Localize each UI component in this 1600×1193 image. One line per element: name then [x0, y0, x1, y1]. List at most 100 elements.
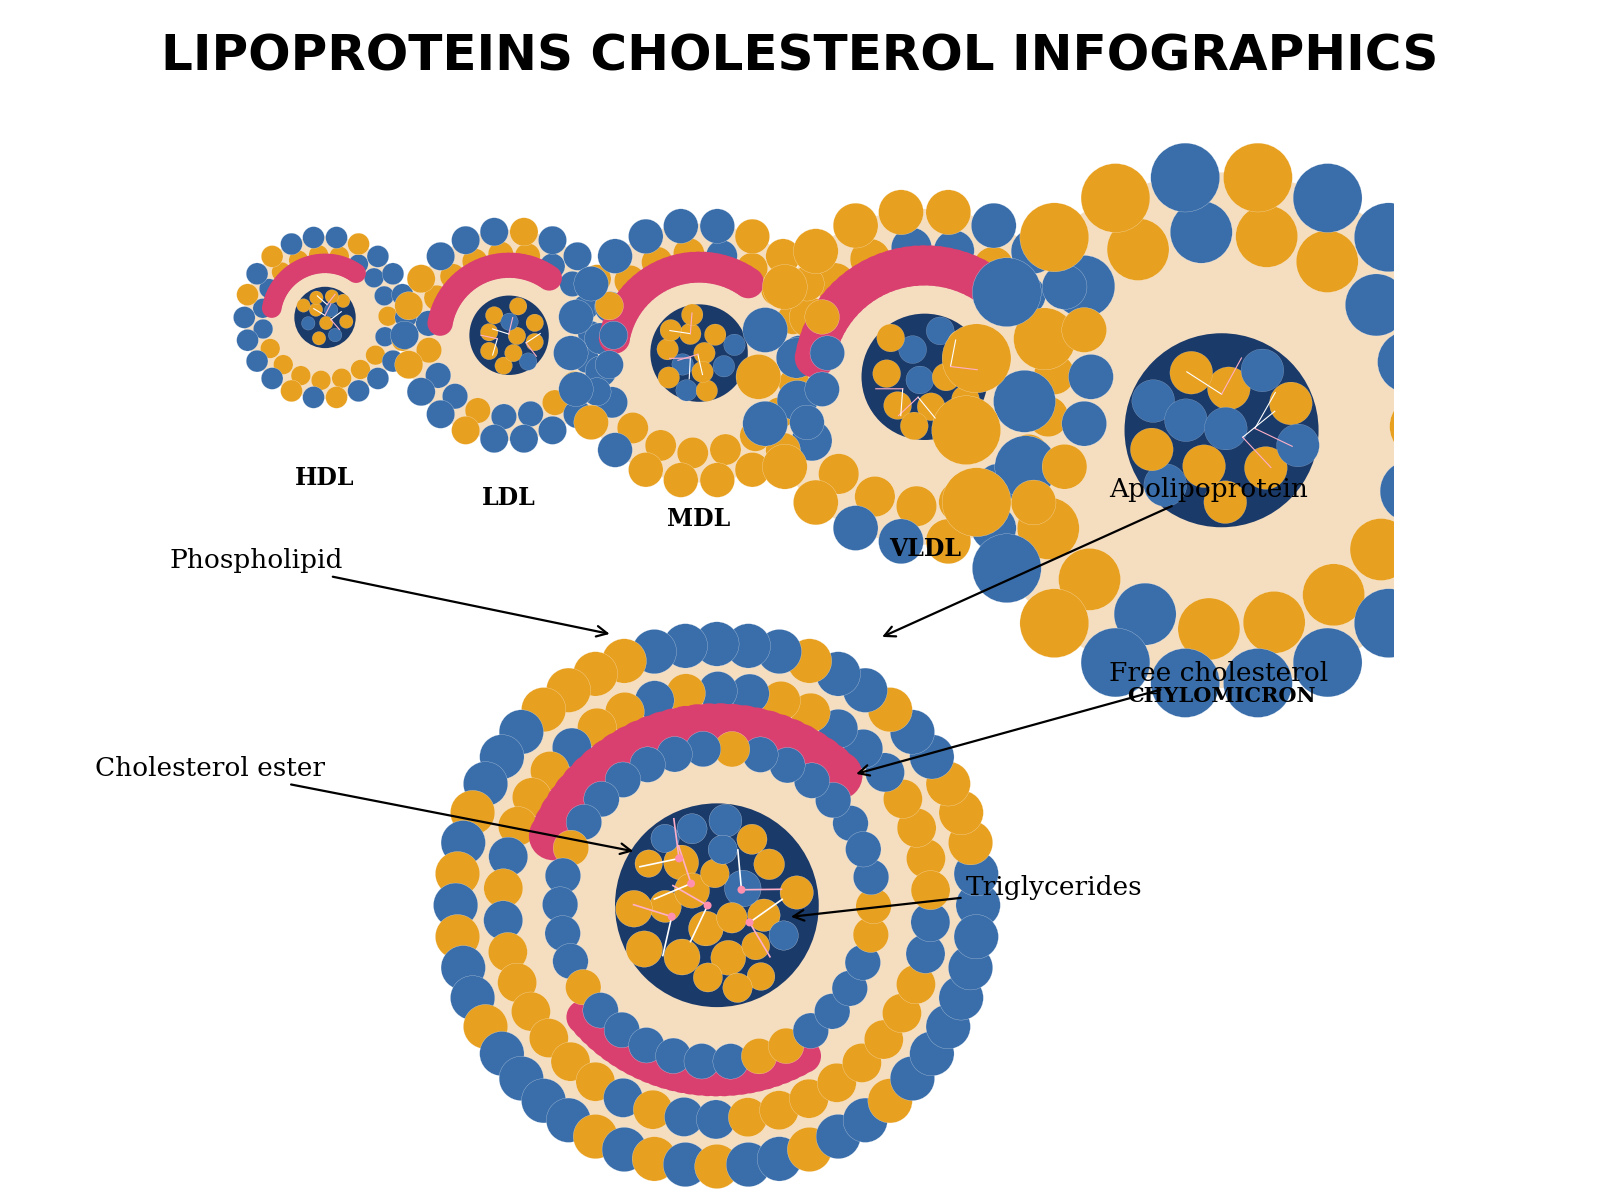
- Circle shape: [683, 1044, 720, 1078]
- Circle shape: [939, 791, 984, 835]
- Circle shape: [854, 476, 894, 517]
- Circle shape: [949, 254, 989, 295]
- Circle shape: [347, 233, 370, 255]
- Circle shape: [685, 731, 722, 767]
- Circle shape: [253, 298, 272, 319]
- Circle shape: [426, 363, 451, 388]
- Circle shape: [574, 347, 600, 373]
- Circle shape: [578, 1013, 611, 1046]
- Circle shape: [926, 190, 971, 235]
- Circle shape: [587, 738, 635, 787]
- Circle shape: [602, 638, 646, 684]
- Circle shape: [734, 452, 770, 487]
- Circle shape: [526, 333, 544, 351]
- Circle shape: [786, 730, 835, 778]
- Circle shape: [926, 1005, 970, 1049]
- Circle shape: [626, 931, 662, 968]
- Circle shape: [491, 253, 517, 278]
- Circle shape: [366, 367, 389, 389]
- Circle shape: [498, 806, 538, 846]
- Circle shape: [939, 482, 979, 523]
- Circle shape: [597, 1028, 630, 1063]
- Circle shape: [568, 754, 618, 803]
- Circle shape: [843, 668, 888, 712]
- Circle shape: [794, 229, 838, 273]
- Circle shape: [910, 871, 950, 910]
- Circle shape: [261, 367, 283, 389]
- Circle shape: [738, 824, 766, 854]
- Circle shape: [890, 710, 934, 754]
- Circle shape: [266, 288, 285, 307]
- Circle shape: [675, 854, 683, 863]
- Circle shape: [350, 360, 370, 379]
- Circle shape: [834, 506, 878, 550]
- Circle shape: [395, 307, 416, 328]
- Circle shape: [651, 824, 678, 853]
- Circle shape: [578, 321, 603, 346]
- Circle shape: [310, 254, 331, 273]
- Circle shape: [432, 296, 458, 322]
- Circle shape: [973, 533, 1042, 602]
- Circle shape: [1150, 143, 1219, 212]
- Circle shape: [717, 259, 749, 290]
- Circle shape: [635, 681, 674, 719]
- Circle shape: [296, 298, 310, 313]
- Circle shape: [638, 711, 688, 760]
- Circle shape: [597, 731, 645, 780]
- Circle shape: [733, 267, 763, 298]
- Circle shape: [1245, 446, 1288, 489]
- Circle shape: [512, 778, 552, 817]
- Circle shape: [630, 747, 666, 783]
- Circle shape: [382, 351, 403, 372]
- Circle shape: [296, 256, 315, 277]
- Circle shape: [584, 781, 619, 817]
- Circle shape: [723, 334, 746, 356]
- Circle shape: [994, 370, 1056, 432]
- Circle shape: [600, 321, 627, 350]
- Circle shape: [518, 401, 544, 427]
- Circle shape: [1062, 401, 1107, 446]
- Circle shape: [1432, 323, 1501, 392]
- Circle shape: [790, 406, 824, 440]
- Circle shape: [374, 327, 395, 346]
- Circle shape: [331, 369, 352, 388]
- Circle shape: [677, 438, 709, 469]
- Circle shape: [971, 203, 1016, 248]
- Circle shape: [406, 378, 435, 406]
- Circle shape: [570, 223, 829, 483]
- Circle shape: [738, 885, 746, 894]
- Circle shape: [574, 266, 608, 301]
- Circle shape: [526, 314, 544, 332]
- Circle shape: [429, 305, 454, 332]
- Circle shape: [1354, 203, 1422, 272]
- Circle shape: [574, 406, 608, 440]
- Circle shape: [850, 239, 891, 279]
- Circle shape: [365, 268, 384, 288]
- Circle shape: [627, 716, 677, 765]
- Circle shape: [762, 444, 808, 489]
- Circle shape: [926, 519, 971, 564]
- Circle shape: [827, 277, 867, 317]
- Circle shape: [339, 259, 360, 279]
- Circle shape: [1182, 445, 1226, 488]
- Circle shape: [520, 353, 538, 370]
- Circle shape: [1042, 265, 1086, 309]
- Circle shape: [333, 256, 352, 276]
- Circle shape: [459, 264, 485, 289]
- Circle shape: [787, 1039, 821, 1073]
- Circle shape: [1170, 352, 1213, 394]
- Circle shape: [910, 246, 952, 286]
- Circle shape: [603, 1078, 643, 1118]
- Circle shape: [955, 883, 1000, 927]
- Circle shape: [814, 262, 856, 303]
- Circle shape: [451, 638, 984, 1172]
- Circle shape: [805, 743, 853, 792]
- Circle shape: [427, 242, 454, 271]
- Circle shape: [762, 274, 792, 305]
- Circle shape: [789, 297, 830, 338]
- Text: Free cholesterol: Free cholesterol: [859, 661, 1328, 775]
- Circle shape: [1203, 481, 1246, 524]
- Circle shape: [934, 249, 974, 290]
- Circle shape: [838, 267, 878, 308]
- Circle shape: [595, 351, 624, 379]
